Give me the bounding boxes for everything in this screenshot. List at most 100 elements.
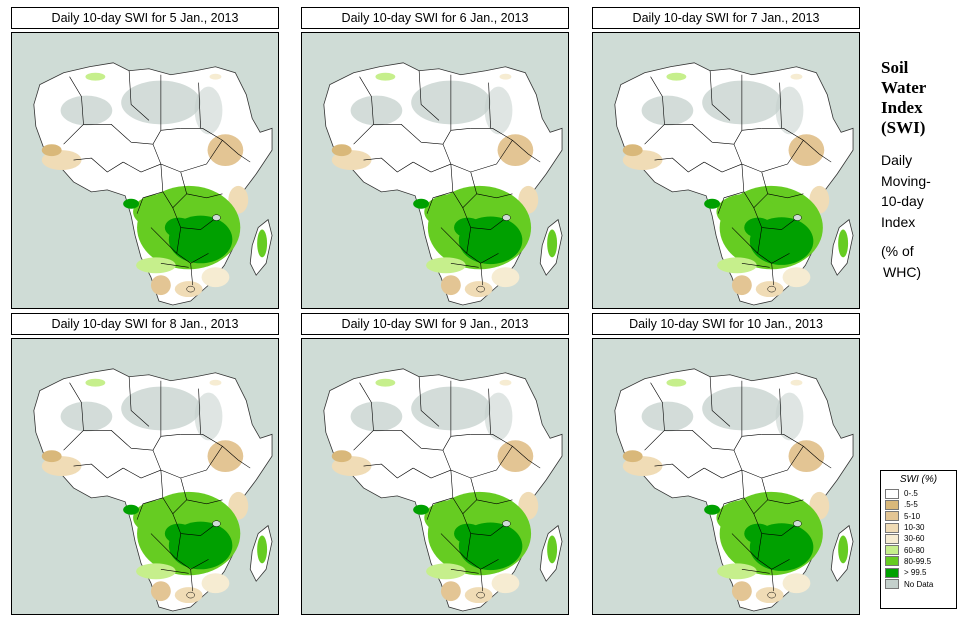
legend-item: 5-10 bbox=[885, 511, 952, 522]
africa-swi-map bbox=[592, 338, 860, 615]
country-border bbox=[480, 263, 483, 286]
swi-zone-wet bbox=[547, 535, 558, 564]
legend-label: > 99.5 bbox=[904, 568, 927, 578]
swi-zone-saturated bbox=[164, 217, 193, 238]
side-title-line: Soil bbox=[881, 58, 909, 77]
legend-swatch bbox=[885, 522, 899, 533]
nodata-zone bbox=[484, 86, 513, 135]
panel-title: Daily 10-day SWI for 9 Jan., 2013 bbox=[301, 313, 569, 335]
country-border bbox=[704, 161, 742, 173]
lake-outline bbox=[767, 285, 776, 293]
swi-zone-dry bbox=[731, 581, 752, 602]
nodata-zone bbox=[775, 392, 804, 441]
swi-zone-wet bbox=[547, 229, 558, 258]
country-border bbox=[180, 434, 223, 447]
side-sub-line: Moving- bbox=[881, 172, 931, 189]
legend-item: No Data bbox=[885, 578, 952, 590]
legend-item: 30-60 bbox=[885, 533, 952, 544]
legend-item: 80-99.5 bbox=[885, 556, 952, 567]
country-border bbox=[426, 191, 453, 214]
country-border bbox=[123, 467, 161, 479]
country-border bbox=[654, 157, 705, 173]
legend-swatch bbox=[885, 567, 899, 578]
swi-zone-green bbox=[717, 257, 757, 274]
country-border bbox=[190, 569, 193, 592]
map-canvas bbox=[33, 62, 273, 306]
swi-zone-verydry bbox=[41, 144, 62, 157]
swi-zone-moist bbox=[499, 73, 512, 80]
country-border bbox=[440, 227, 467, 254]
country-border bbox=[450, 569, 479, 574]
swi-zone-dry bbox=[207, 440, 244, 473]
country-border bbox=[717, 191, 744, 214]
country-border bbox=[644, 382, 665, 451]
lake-outline bbox=[476, 591, 485, 599]
swi-zone-moist bbox=[790, 73, 803, 80]
country-border bbox=[466, 227, 499, 264]
nodata-zone bbox=[484, 392, 513, 441]
swi-zone-dry bbox=[755, 587, 784, 604]
swi-zone-moist bbox=[499, 379, 512, 386]
swi-zone-dry bbox=[464, 587, 493, 604]
swi-zone-green bbox=[666, 72, 687, 81]
africa-swi-map bbox=[11, 32, 279, 309]
swi-zone-saturated bbox=[413, 504, 430, 515]
side-sub-line: Daily bbox=[881, 152, 913, 168]
country-border bbox=[363, 463, 414, 479]
country-border bbox=[353, 382, 374, 451]
legend-label: 0-.5 bbox=[904, 489, 918, 499]
country-border bbox=[733, 446, 804, 479]
country-border bbox=[136, 497, 163, 520]
country-border bbox=[373, 430, 471, 451]
panel-title: Daily 10-day SWI for 6 Jan., 2013 bbox=[301, 7, 569, 29]
map-canvas bbox=[323, 368, 563, 612]
country-border bbox=[426, 497, 453, 520]
swi-zone-verydry bbox=[331, 144, 352, 157]
country-border bbox=[450, 470, 477, 515]
nodata-zone bbox=[641, 95, 694, 126]
swi-legend: SWI (%) 0-.5.5-5 5-10 10-30 30-60 60-80 80-99… bbox=[880, 470, 957, 609]
panel-title: Daily 10-day SWI for 5 Jan., 2013 bbox=[11, 7, 279, 29]
country-border bbox=[128, 70, 150, 121]
map-canvas bbox=[33, 368, 273, 612]
africa-swi-map bbox=[301, 32, 569, 309]
swi-zone-saturated bbox=[123, 198, 140, 209]
nodata-zone bbox=[350, 401, 403, 432]
side-title-line: Water bbox=[881, 78, 927, 97]
side-title: Soil Water Index (SWI) bbox=[881, 58, 926, 138]
swi-zone-green bbox=[426, 563, 466, 580]
side-unit-line: (% of bbox=[881, 243, 914, 259]
africa-swi-map bbox=[301, 338, 569, 615]
country-border bbox=[664, 124, 762, 145]
country-border bbox=[222, 446, 251, 469]
legend-title: SWI (%) bbox=[899, 474, 938, 485]
lake-outline bbox=[186, 285, 195, 293]
swi-zone-green bbox=[666, 378, 687, 387]
country-border bbox=[180, 171, 223, 199]
country-border bbox=[753, 513, 798, 536]
country-border bbox=[761, 477, 804, 505]
swi-zone-dry bbox=[497, 440, 534, 473]
lake-victoria bbox=[502, 214, 511, 221]
country-border bbox=[664, 430, 762, 451]
country-border bbox=[761, 434, 804, 447]
swi-zone-wet bbox=[257, 535, 268, 564]
country-border bbox=[413, 467, 451, 479]
swi-zone-verydry bbox=[41, 450, 62, 463]
africa-swi-map bbox=[592, 32, 860, 309]
panel-title: Daily 10-day SWI for 10 Jan., 2013 bbox=[592, 313, 860, 335]
country-border bbox=[150, 533, 177, 560]
country-border bbox=[83, 430, 181, 451]
country-border bbox=[413, 161, 451, 173]
swi-zone-green bbox=[717, 563, 757, 580]
lake-outline bbox=[476, 285, 485, 293]
country-border bbox=[741, 470, 768, 515]
country-border bbox=[771, 263, 774, 286]
country-border bbox=[480, 569, 483, 592]
country-border bbox=[757, 533, 790, 570]
country-border bbox=[123, 161, 161, 173]
country-border bbox=[83, 124, 181, 145]
country-border bbox=[466, 533, 499, 570]
swi-zone-saturated bbox=[454, 217, 482, 238]
swi-zone-dry bbox=[150, 275, 171, 296]
